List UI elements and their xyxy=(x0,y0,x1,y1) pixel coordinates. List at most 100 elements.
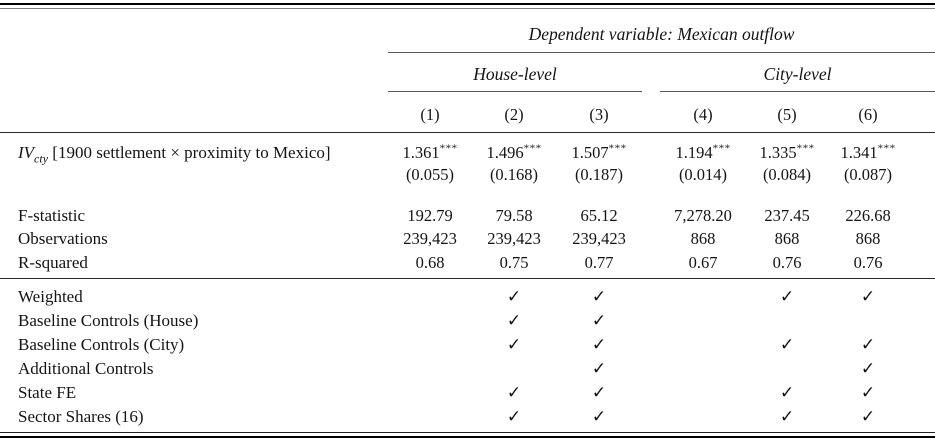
stat-value: 226.68 xyxy=(845,206,891,225)
coefficient-label: IVcty [1900 settlement × proximity to Me… xyxy=(0,133,388,164)
stat-value: 7,278.20 xyxy=(674,206,732,225)
significance-stars: *** xyxy=(796,142,815,155)
dependent-variable-title: Dependent variable: Mexican outflow xyxy=(388,11,935,53)
stat-value: 237.45 xyxy=(764,206,810,225)
std-error-cell: (0.084) xyxy=(762,165,812,184)
check-cell xyxy=(828,307,908,331)
control-label: State FE xyxy=(18,383,77,402)
check-cell: ✓ xyxy=(591,311,607,331)
edge-spacer xyxy=(908,163,935,185)
header-spacer xyxy=(0,11,388,53)
control-label: Additional Controls xyxy=(18,359,154,378)
column-gap xyxy=(642,226,660,249)
edge-spacer xyxy=(908,279,935,308)
check-cell: ✓ xyxy=(860,335,876,355)
bottom-double-rule xyxy=(0,432,935,438)
control-label: Weighted xyxy=(18,287,83,306)
control-row-additional-controls: Additional Controls ✓ ✓ xyxy=(0,355,935,379)
edge-spacer xyxy=(908,403,935,427)
stat-value: 0.76 xyxy=(828,249,908,279)
check-cell xyxy=(660,279,746,308)
control-label: Baseline Controls (City) xyxy=(18,335,185,354)
column-number: (2) xyxy=(472,91,556,133)
std-error-cell: (0.014) xyxy=(678,165,728,184)
iv-variable-subscript: cty xyxy=(34,151,49,166)
control-row-baseline-house: Baseline Controls (House) ✓ ✓ xyxy=(0,307,935,331)
coefficient-cell: 1.341*** xyxy=(840,142,896,162)
check-cell xyxy=(472,355,556,379)
control-label: Sector Shares (16) xyxy=(18,407,144,426)
dependent-variable-header-row: Dependent variable: Mexican outflow xyxy=(0,11,935,53)
top-rule-thin xyxy=(0,8,935,9)
stat-value: 0.67 xyxy=(660,249,746,279)
check-cell xyxy=(746,307,828,331)
stat-value: 192.79 xyxy=(407,206,453,225)
column-gap xyxy=(642,379,660,403)
stat-value: 239,423 xyxy=(403,229,457,248)
std-error-cell: (0.168) xyxy=(489,165,539,184)
coefficient-cell: 1.335*** xyxy=(759,142,815,162)
top-rule-thick xyxy=(0,3,935,5)
edge-spacer xyxy=(908,331,935,355)
coefficient-cell: 1.496*** xyxy=(486,142,542,162)
column-gap xyxy=(642,91,660,133)
stat-value: 0.76 xyxy=(746,249,828,279)
column-gap xyxy=(642,403,660,427)
check-cell xyxy=(660,331,746,355)
stat-value: 239,423 xyxy=(487,229,541,248)
column-gap xyxy=(642,133,660,164)
coefficient-row: IVcty [1900 settlement × proximity to Me… xyxy=(0,133,935,164)
column-gap xyxy=(642,249,660,279)
check-cell: ✓ xyxy=(591,335,607,355)
std-error-cell: (0.087) xyxy=(843,165,893,184)
header-spacer xyxy=(0,53,388,92)
check-cell: ✓ xyxy=(860,407,876,427)
check-cell: ✓ xyxy=(860,383,876,403)
check-cell xyxy=(388,331,472,355)
check-cell xyxy=(388,279,472,308)
edge-spacer xyxy=(908,91,935,133)
control-label: Baseline Controls (House) xyxy=(18,311,199,330)
std-error-cell: (0.055) xyxy=(405,165,455,184)
edge-spacer xyxy=(908,307,935,331)
significance-stars: *** xyxy=(712,142,731,155)
stat-value: 868 xyxy=(690,229,716,248)
check-cell: ✓ xyxy=(591,407,607,427)
stat-value: 868 xyxy=(774,229,800,248)
column-number: (5) xyxy=(746,91,828,133)
edge-spacer xyxy=(908,133,935,164)
stat-value: 868 xyxy=(855,229,881,248)
stat-label: F-statistic xyxy=(18,206,86,225)
control-row-state-fe: State FE ✓ ✓ ✓ ✓ xyxy=(0,379,935,403)
check-cell xyxy=(660,379,746,403)
check-cell xyxy=(660,307,746,331)
stat-label: Observations xyxy=(18,229,108,248)
edge-spacer xyxy=(908,203,935,226)
column-number: (6) xyxy=(828,91,908,133)
column-number: (3) xyxy=(556,91,642,133)
iv-variable-description: [1900 settlement × proximity to Mexico] xyxy=(52,143,331,162)
observations-row: Observations 239,423 239,423 239,423 868… xyxy=(0,226,935,249)
stat-value: 65.12 xyxy=(580,206,618,225)
column-gap xyxy=(642,307,660,331)
check-cell: ✓ xyxy=(779,383,795,403)
check-cell: ✓ xyxy=(860,287,876,307)
significance-stars: *** xyxy=(523,142,542,155)
coefficient-cell: 1.507*** xyxy=(571,142,627,162)
edge-spacer xyxy=(908,355,935,379)
stat-value: 79.58 xyxy=(495,206,533,225)
stat-value: 0.68 xyxy=(388,249,472,279)
regression-table-sheet: Dependent variable: Mexican outflow Hous… xyxy=(0,3,935,438)
check-cell xyxy=(388,403,472,427)
check-cell: ✓ xyxy=(506,407,522,427)
regression-table: Dependent variable: Mexican outflow Hous… xyxy=(0,11,935,427)
check-cell: ✓ xyxy=(860,359,876,379)
significance-stars: *** xyxy=(439,142,458,155)
check-cell xyxy=(388,307,472,331)
coefficient-cell: 1.361*** xyxy=(402,142,458,162)
bottom-rule-thin xyxy=(0,432,935,433)
edge-spacer xyxy=(908,226,935,249)
check-cell xyxy=(388,355,472,379)
blank-row xyxy=(0,185,935,203)
control-row-sector-shares: Sector Shares (16) ✓ ✓ ✓ ✓ xyxy=(0,403,935,427)
